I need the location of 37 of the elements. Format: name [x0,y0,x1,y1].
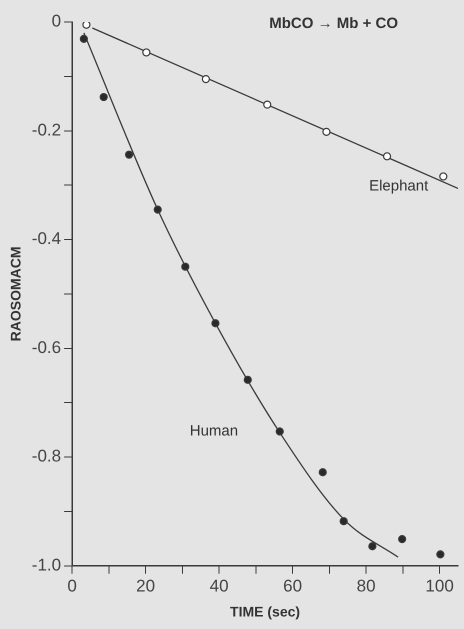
point [80,34,88,43]
chart-title: MbCO → Mb + CO [269,15,398,32]
y-tick-label: -0.8 [32,446,62,466]
point [398,535,406,544]
point [382,152,392,160]
x-tick-label: 0 [67,576,77,596]
point [142,48,150,57]
point [100,92,108,102]
point [211,319,220,328]
x-tick-label: 40 [210,576,229,596]
y-tick-label: -0.4 [32,229,62,248]
point [244,376,252,384]
point [436,550,444,558]
point [181,262,190,271]
point [276,427,284,436]
point [439,172,448,181]
x-axis-title: TIME (sec) [230,603,300,620]
y-tick-label: -1.0 [32,555,62,574]
point [202,75,210,84]
y-tick-label: -0.2 [32,120,62,140]
point [318,468,327,476]
point [154,206,162,214]
x-tick-label: 20 [136,576,156,596]
point [82,22,91,29]
y-axis-title: RAOSOMACM [7,246,24,342]
series-label: Elephant [369,177,430,194]
point [368,542,376,550]
point [340,517,348,526]
x-tick-label: 80 [356,576,376,596]
text: Human [190,422,238,440]
x-tick-label: 60 [283,576,302,596]
x-tick-label: 100 [425,576,454,596]
point [322,128,331,136]
y-tick-label: 0 [52,12,62,31]
point [263,100,272,109]
y-tick-label: -0.6 [32,338,62,357]
point [124,150,134,159]
